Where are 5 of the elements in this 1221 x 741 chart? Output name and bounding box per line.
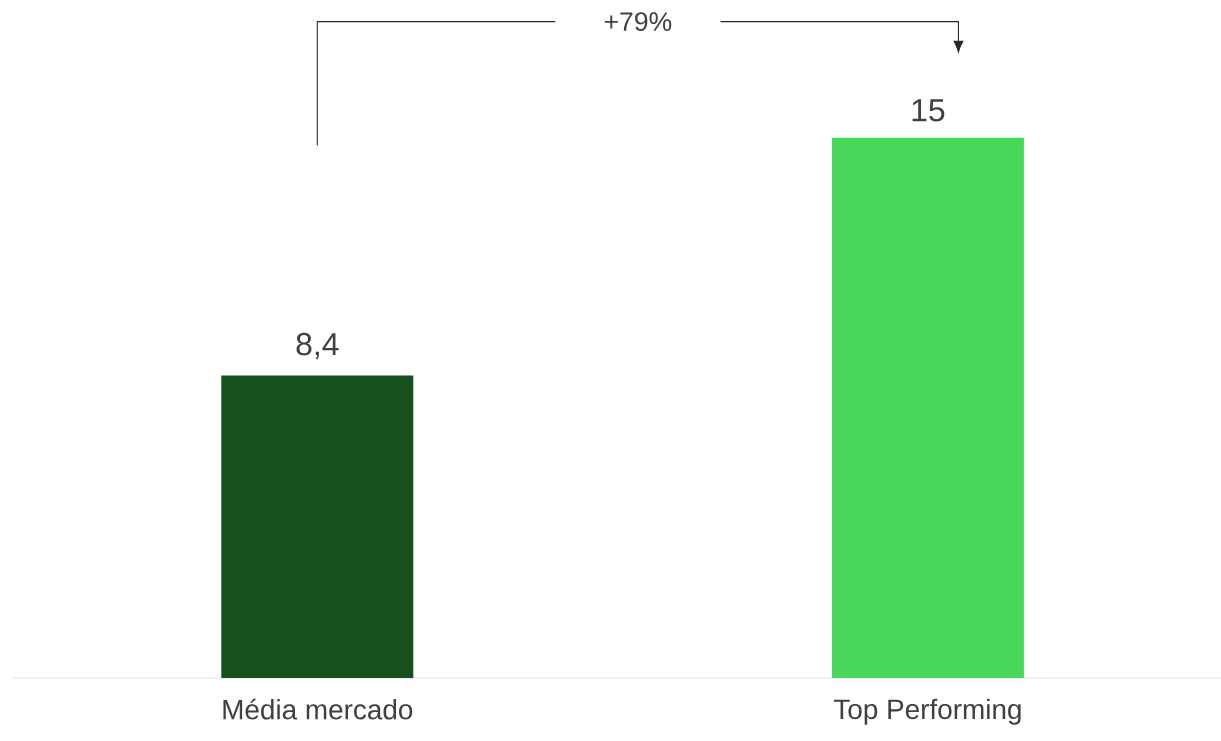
x-tick-label: Top Performing <box>833 698 1021 725</box>
data-label: 15 <box>912 99 945 122</box>
x-tick-label: Média mercado <box>223 698 413 720</box>
text: +79% <box>604 12 672 31</box>
data-label: 8,4 <box>296 332 339 360</box>
